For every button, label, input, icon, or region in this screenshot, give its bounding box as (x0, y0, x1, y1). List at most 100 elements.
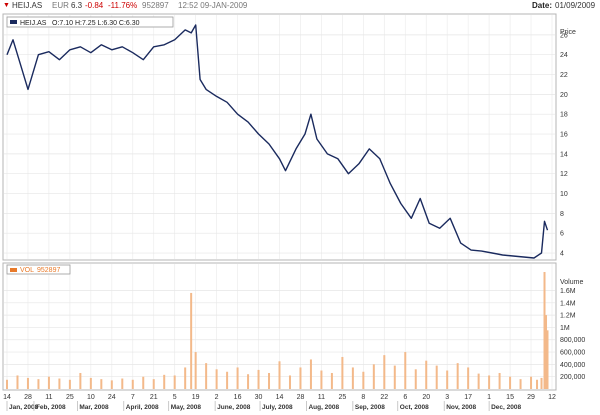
volume-bar (435, 365, 438, 389)
x-day-tick: 24 (108, 394, 116, 401)
volume-bar (383, 355, 386, 389)
price-legend-symbol: HEIJ.AS (20, 20, 47, 27)
volume-bar (414, 369, 417, 389)
volume-bar (498, 372, 501, 389)
x-month-tick: Jan, 2008 (9, 404, 39, 411)
volume-bar (467, 367, 470, 389)
volume-bar (131, 379, 134, 389)
volume-legend-value: 952897 (37, 267, 60, 274)
header-change: -0.84 (85, 1, 104, 10)
price-tick-label: 12 (560, 171, 568, 178)
header-date-value: 01/09/2009 (555, 1, 596, 10)
x-month-tick: June, 2008 (217, 404, 251, 411)
volume-bar (6, 379, 8, 389)
volume-bar (100, 379, 103, 389)
x-day-tick: 3 (445, 394, 449, 401)
header-time: 12:52 09-JAN-2009 (178, 1, 248, 10)
header-symbol: HEIJ.AS (12, 1, 43, 10)
volume-tick-label: 1.6M (560, 288, 576, 295)
x-day-tick: 15 (506, 394, 514, 401)
volume-bar (68, 379, 71, 389)
volume-bar (58, 378, 61, 389)
volume-bar (509, 376, 512, 389)
volume-bar (393, 365, 396, 389)
volume-bar (89, 377, 92, 389)
x-day-tick: 1 (487, 394, 491, 401)
price-legend: HEIJ.AS O:7.10 H:7.25 L:6.30 C:6.30 (6, 16, 174, 28)
volume-tick-label: 1M (560, 325, 570, 332)
y-axis-labels: 4 6 8 10 12 14 16 18 20 22 24 26 200,000 400,000 600,0… (560, 32, 585, 381)
header-volume: 952897 (142, 1, 169, 10)
volume-bar (121, 378, 124, 389)
volume-bar (519, 379, 522, 389)
volume-tick-label: 400,000 (560, 362, 585, 369)
x-day-tick: 28 (297, 394, 305, 401)
header-date-label: Date: (532, 1, 553, 10)
x-month-tick: Mar, 2008 (79, 404, 109, 411)
volume-bar (226, 371, 229, 389)
x-day-tick: 16 (234, 394, 242, 401)
price-tick-label: 20 (560, 92, 568, 99)
volume-bar (488, 375, 491, 389)
price-tick-label: 8 (560, 211, 564, 218)
volume-bar (456, 363, 459, 389)
x-axis-labels: 14 28 11 25 10 24 7 21 5 19 2 16 30 14 28 11 25 8 22 6 20 3 17… (3, 394, 556, 411)
volume-tick-label: 800,000 (560, 337, 585, 344)
volume-bar (543, 272, 546, 389)
x-day-tick: 17 (464, 394, 472, 401)
volume-bar (142, 376, 145, 389)
price-axis-label: Price (560, 29, 576, 36)
volume-bar (320, 370, 323, 389)
volume-bar (268, 372, 271, 389)
price-line (6, 24, 549, 259)
volume-axis-label: Volume (560, 279, 583, 286)
x-day-tick: 22 (380, 394, 388, 401)
header-change-pct: -11.76% (108, 1, 138, 10)
volume-bar (309, 359, 312, 389)
volume-bar (477, 373, 480, 389)
x-day-tick: 29 (527, 394, 535, 401)
volume-bar (330, 372, 333, 389)
volume-bar (16, 375, 19, 389)
price-legend-ohlc: O:7.10 H:7.25 L:6.30 C:6.30 (52, 20, 140, 27)
grid-lines (4, 15, 555, 389)
x-day-tick: 11 (318, 394, 325, 401)
volume-bar (446, 370, 449, 389)
volume-tick-label: 200,000 (560, 374, 585, 381)
volume-bar (288, 375, 291, 389)
price-legend-swatch (10, 20, 17, 24)
x-day-tick: 30 (255, 394, 263, 401)
x-day-tick: 7 (131, 394, 135, 401)
volume-bar (545, 315, 548, 389)
volume-bar (425, 360, 428, 389)
volume-bar (47, 376, 50, 389)
volume-bar (173, 375, 176, 389)
x-day-tick: 2 (215, 394, 219, 401)
x-day-tick: 6 (403, 394, 407, 401)
volume-bar (110, 380, 113, 389)
price-tick-label: 4 (560, 251, 564, 258)
volume-bar (341, 356, 344, 389)
volume-legend-label: VOL (20, 267, 34, 274)
volume-legend: VOL 952897 (6, 264, 71, 275)
volume-bar (540, 377, 543, 389)
volume-bar (26, 377, 29, 389)
volume-tick-label: 1.4M (560, 300, 576, 307)
x-day-tick: 20 (422, 394, 430, 401)
header-last: 6.3 (71, 1, 83, 10)
down-arrow-icon: ▼ (3, 2, 10, 9)
volume-bar (351, 367, 354, 389)
volume-bar (299, 367, 302, 389)
volume-bar (194, 352, 197, 389)
x-month-tick: Oct, 2008 (400, 404, 429, 411)
volume-bar (247, 374, 250, 389)
volume-bar (362, 371, 365, 389)
x-day-tick: 8 (361, 394, 365, 401)
price-tick-label: 22 (560, 72, 568, 79)
volume-bar (152, 379, 155, 389)
volume-bar (215, 369, 218, 389)
x-day-tick: 12 (548, 394, 556, 401)
price-series (6, 24, 549, 259)
volume-legend-swatch (10, 268, 17, 272)
